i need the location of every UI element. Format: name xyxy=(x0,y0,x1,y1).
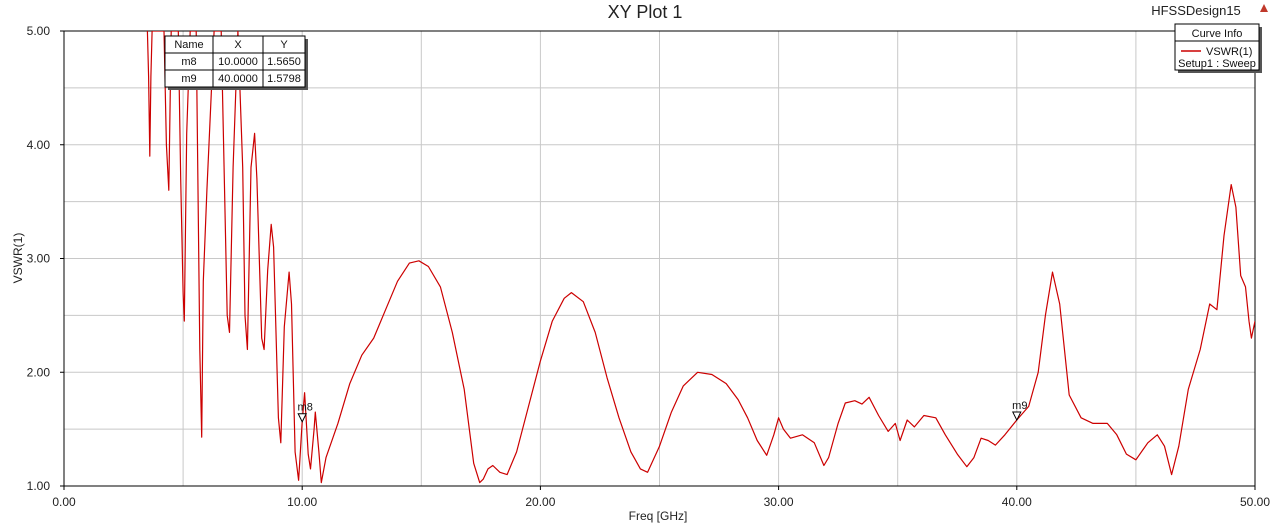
y-axis-title: VSWR(1) xyxy=(11,233,25,284)
marker-table-header: Y xyxy=(280,39,288,51)
marker-layer: m8 m9 xyxy=(297,400,1027,423)
marker-table-cell: m9 xyxy=(181,73,196,85)
y-tick-label: 3.00 xyxy=(27,252,51,266)
marker-table-cell: 40.0000 xyxy=(218,73,258,85)
y-tick-label: 5.00 xyxy=(27,24,51,38)
legend-title: Curve Info xyxy=(1192,28,1243,40)
marker-triangle-m8 xyxy=(297,413,308,423)
marker-table-cell: 1.5798 xyxy=(267,73,301,85)
marker-table-cell: 10.0000 xyxy=(218,56,258,68)
x-axis-title: Freq [GHz] xyxy=(629,509,688,523)
x-tick-label: 50.00 xyxy=(1240,495,1270,509)
series-layer xyxy=(146,31,1255,484)
marker-table-cell: 1.5650 xyxy=(267,56,301,68)
x-tick-label: 10.00 xyxy=(287,495,317,509)
marker-table-header: X xyxy=(234,39,242,51)
marker-table-frame xyxy=(164,35,306,88)
marker-label-m9: m9 xyxy=(1012,400,1027,412)
marker-table-cell: m8 xyxy=(181,56,196,68)
y-tick-label: 2.00 xyxy=(27,365,51,379)
vswr-series-line xyxy=(146,31,1255,484)
marker-label-m8: m8 xyxy=(298,402,313,414)
legend[interactable]: Curve Info VSWR(1)Setup1 : Sweep xyxy=(1174,23,1262,73)
marker-triangle-m9 xyxy=(1011,411,1022,422)
chart-title: XY Plot 1 xyxy=(608,2,683,22)
marker-table[interactable]: Name m8 m9 X 10.0000 40.0000 Y 1.5650 1.5798 xyxy=(164,35,308,90)
design-name-label: HFSSDesign15 xyxy=(1151,3,1241,18)
x-tick-label: 40.00 xyxy=(1002,495,1032,509)
legend-frame xyxy=(1174,23,1260,71)
legend-entry-sublabel: Setup1 : Sweep xyxy=(1178,58,1256,70)
collapse-arrow-icon[interactable] xyxy=(1260,4,1268,12)
x-tick-label: 20.00 xyxy=(525,495,555,509)
y-tick-label: 1.00 xyxy=(27,479,51,493)
legend-entry-label: VSWR(1) xyxy=(1206,46,1252,58)
x-tick-label: 0.00 xyxy=(52,495,76,509)
grid xyxy=(63,30,1256,487)
y-tick-label: 4.00 xyxy=(27,138,51,152)
x-tick-label: 30.00 xyxy=(764,495,794,509)
axis-ticks: 0.00 10.00 20.00 30.00 40.00 50.00 1.00 2.00 3.0… xyxy=(27,24,1271,509)
marker-table-header: Name xyxy=(174,39,203,51)
